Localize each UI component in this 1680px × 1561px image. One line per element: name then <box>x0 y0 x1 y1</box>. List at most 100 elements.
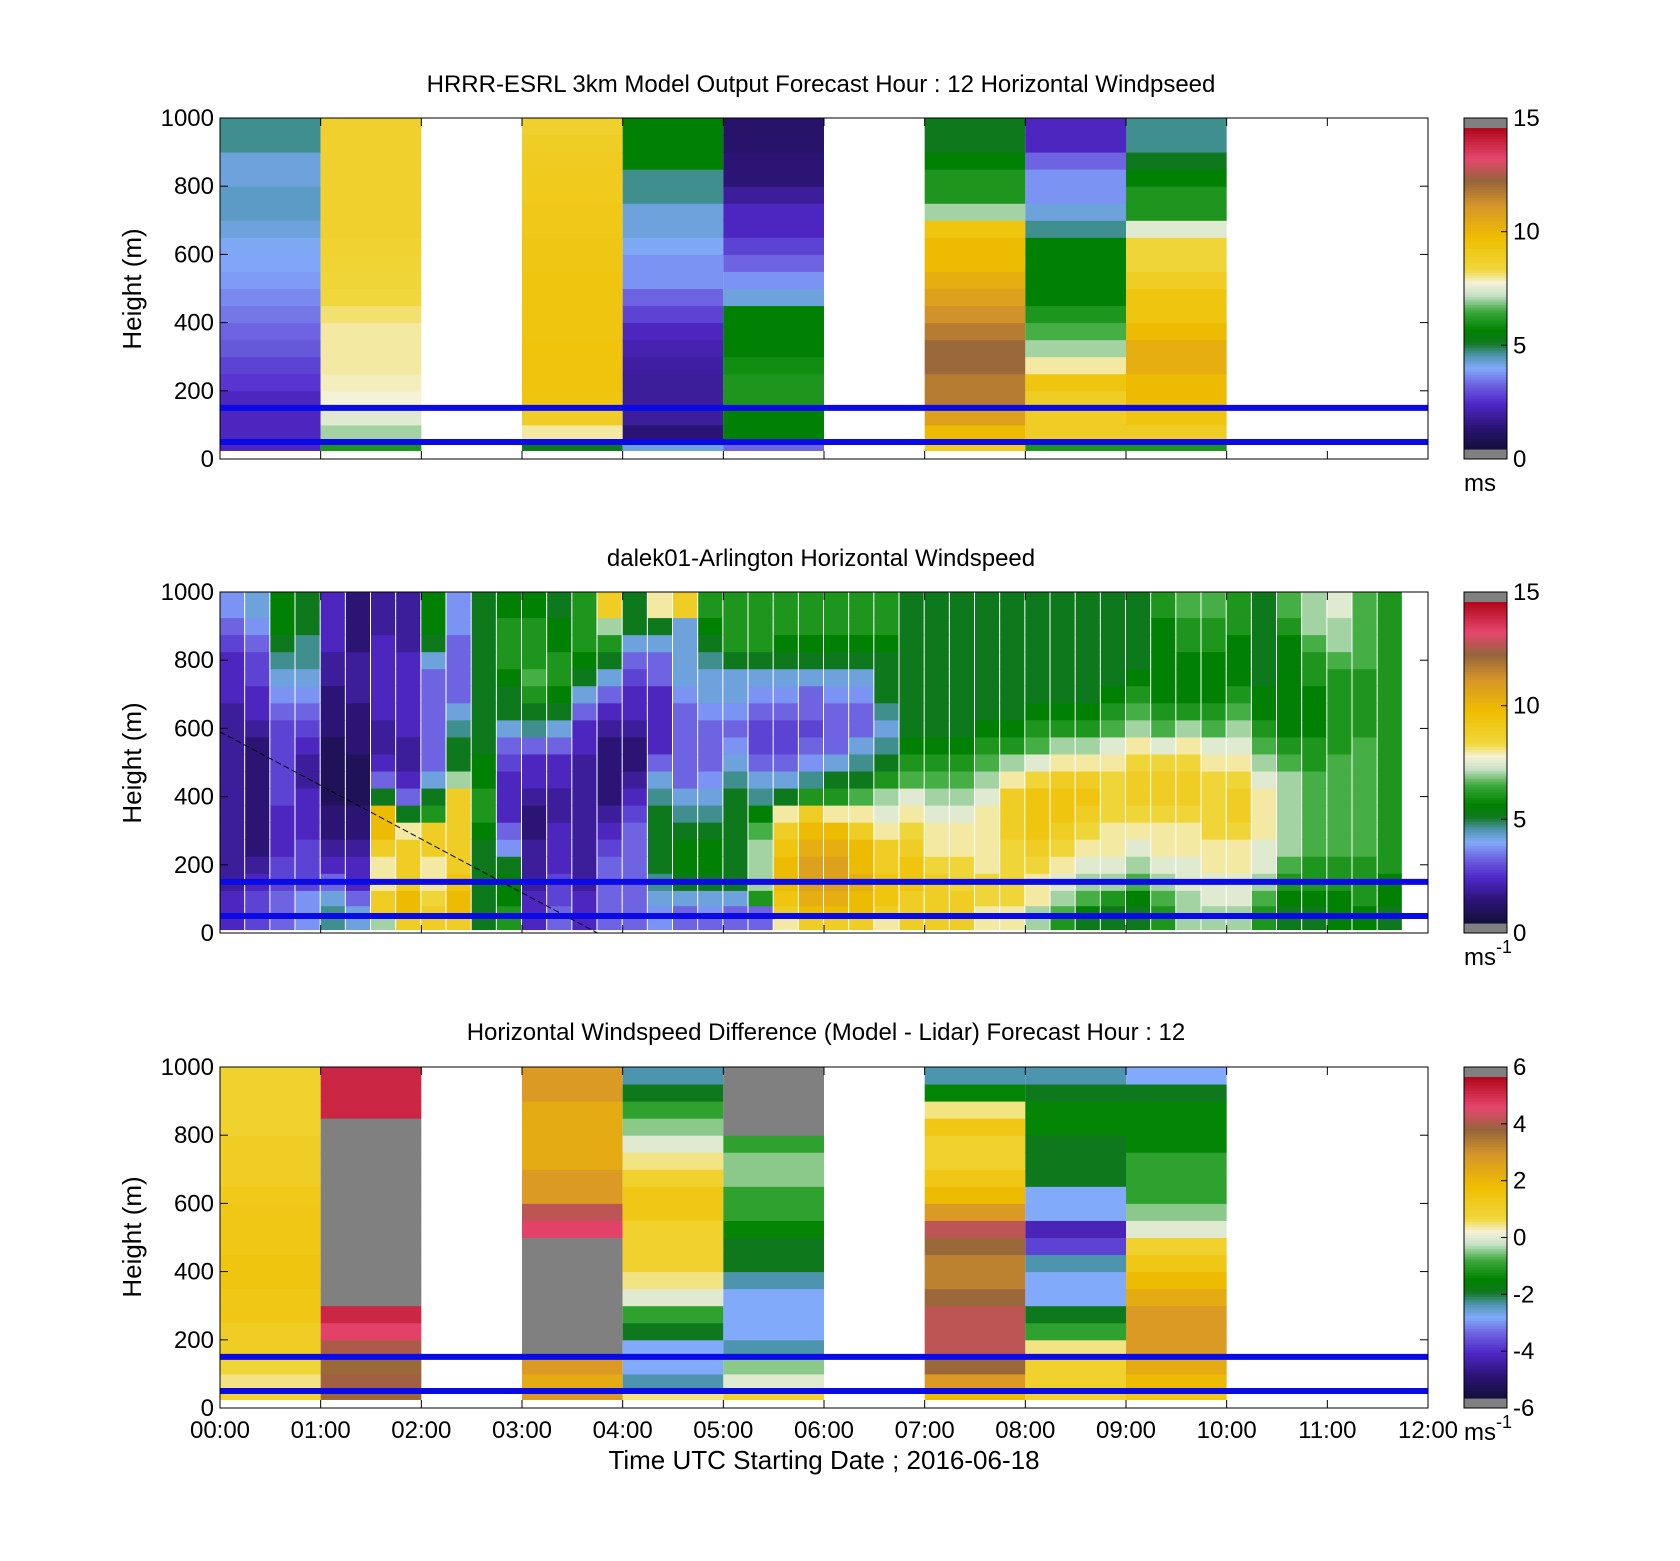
heatmap-cell <box>396 917 421 931</box>
heatmap-cell <box>622 1152 724 1170</box>
heatmap-cell <box>220 1373 321 1392</box>
colorbar-segment <box>1464 799 1507 804</box>
colorbar-segment <box>1464 1162 1507 1166</box>
heatmap-cell <box>723 1271 824 1290</box>
colorbar-segment <box>1464 1226 1507 1231</box>
heatmap-cell <box>1151 702 1176 721</box>
heatmap-cell <box>572 856 597 874</box>
heatmap-cell <box>1025 305 1126 324</box>
heatmap-cell <box>572 917 597 931</box>
heatmap-cell <box>798 822 823 840</box>
heatmap-cell <box>1025 702 1050 721</box>
colorbar-segment <box>1464 1114 1507 1118</box>
heatmap-cell <box>572 668 597 687</box>
heatmap-cell <box>1377 592 1402 602</box>
colorbar-segment <box>1464 301 1507 306</box>
heatmap-cell <box>1025 322 1126 341</box>
heatmap-cell <box>723 600 748 619</box>
heatmap-cell <box>622 600 647 619</box>
colorbar-segment <box>1464 296 1507 300</box>
heatmap-cell <box>245 617 270 636</box>
heatmap-cell <box>1025 856 1050 874</box>
heatmap-cell <box>874 651 899 670</box>
colorbar-segment <box>1464 443 1507 447</box>
heatmap-cell <box>220 1271 321 1290</box>
heatmap-cell <box>1100 651 1125 670</box>
heatmap-cell <box>647 634 672 653</box>
heatmap-cell <box>1277 719 1302 738</box>
heatmap-cell <box>748 592 773 602</box>
heatmap-cell <box>270 805 295 823</box>
heatmap-cell <box>622 771 647 789</box>
heatmap-cell <box>924 1186 1026 1204</box>
heatmap-cell <box>1277 702 1302 721</box>
heatmap-cell <box>698 634 723 653</box>
heatmap-cell <box>1176 788 1201 806</box>
heatmap-cell <box>849 634 874 653</box>
heatmap-cell <box>245 822 270 840</box>
heatmap-cell <box>622 856 647 874</box>
heatmap-cell <box>773 917 798 931</box>
heatmap-cell <box>773 719 798 738</box>
heatmap-cell <box>924 322 1026 341</box>
colorbar-segment <box>1464 243 1507 247</box>
colorbar-segment <box>1464 757 1507 761</box>
heatmap-cell <box>220 617 245 636</box>
heatmap-cell <box>295 685 320 704</box>
heatmap-cell <box>1377 634 1402 653</box>
colorbar-segment <box>1464 893 1507 897</box>
heatmap-cell <box>1201 839 1226 857</box>
heatmap-cell <box>270 651 295 670</box>
heatmap-cell <box>446 600 471 619</box>
heatmap-cell <box>1251 702 1276 721</box>
heatmap-cell <box>723 617 748 636</box>
heatmap-cell <box>773 805 798 823</box>
colorbar-segment <box>1464 660 1507 665</box>
heatmap-cell <box>798 856 823 874</box>
heatmap-cell <box>874 592 899 602</box>
colorbar-segment <box>1464 416 1507 421</box>
heatmap-cell <box>371 856 396 874</box>
heatmap-cell <box>1025 634 1050 653</box>
colorbar-segment <box>1464 604 1507 608</box>
heatmap-cell <box>320 373 422 392</box>
colorbar-unit: ms <box>1464 470 1496 497</box>
heatmap-cell <box>220 719 245 738</box>
heatmap-cell <box>496 917 521 931</box>
colorbar-segment <box>1464 232 1507 236</box>
heatmap-cell <box>1100 617 1125 636</box>
colorbar-segment <box>1464 1272 1507 1276</box>
heatmap-cell <box>975 617 1000 636</box>
heatmap-cell <box>522 390 623 409</box>
colorbar-segment <box>1464 700 1507 705</box>
colorbar-under <box>1464 1398 1507 1408</box>
heatmap-cell <box>723 890 748 907</box>
heatmap-cell <box>622 220 724 238</box>
heatmap-cell <box>975 600 1000 619</box>
heatmap-cell <box>1050 617 1075 636</box>
heatmap-cell <box>1126 203 1227 221</box>
heatmap-cell <box>1126 1186 1227 1204</box>
heatmap-cell <box>1000 753 1025 772</box>
heatmap-cell <box>673 822 698 840</box>
heatmap-cell <box>1151 592 1176 602</box>
heatmap-cell <box>773 822 798 840</box>
heatmap-cell <box>1075 592 1100 602</box>
heatmap-cell <box>522 1288 623 1307</box>
heatmap-cell <box>723 373 824 392</box>
heatmap-cell <box>723 1288 824 1307</box>
heatmap-cell <box>924 1118 1026 1136</box>
heatmap-cell <box>1050 788 1075 806</box>
colorbar-segment <box>1464 366 1507 370</box>
heatmap-cell <box>1050 736 1075 755</box>
heatmap-cell <box>622 890 647 907</box>
heatmap-cell <box>371 685 396 704</box>
colorbar-segment <box>1464 666 1507 670</box>
heatmap-cell <box>270 890 295 907</box>
heatmap-cell <box>1377 822 1402 840</box>
heatmap-cell <box>1226 617 1251 636</box>
colorbar-segment <box>1464 253 1507 257</box>
colorbar-segment <box>1464 168 1507 172</box>
heatmap-cell <box>622 839 647 857</box>
heatmap-cell <box>572 634 597 653</box>
